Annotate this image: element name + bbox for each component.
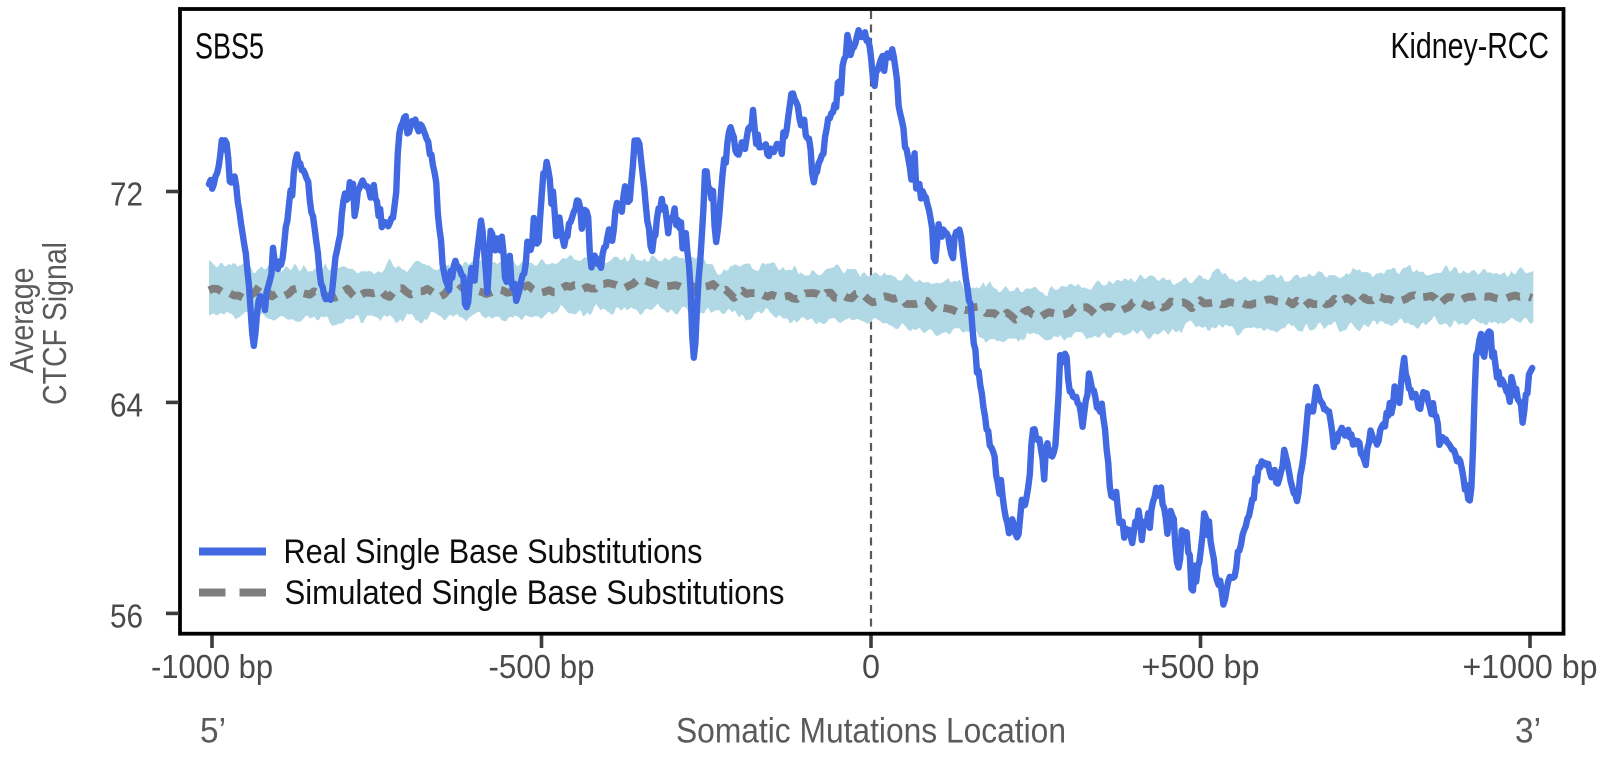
svg-text:3’: 3’	[1515, 712, 1541, 751]
svg-text:Kidney-RCC: Kidney-RCC	[1391, 25, 1550, 66]
svg-text:Simulated Single Base Substitu: Simulated Single Base Substitutions	[285, 574, 785, 612]
svg-text:5’: 5’	[200, 712, 226, 751]
svg-text:64: 64	[110, 388, 143, 425]
svg-text:+1000 bp: +1000 bp	[1463, 649, 1598, 686]
svg-text:72: 72	[110, 177, 143, 214]
svg-text:SBS5: SBS5	[195, 26, 264, 67]
svg-text:56: 56	[110, 599, 143, 636]
svg-text:CTCF Signal: CTCF Signal	[37, 242, 74, 405]
svg-text:Real Single Base Substitutions: Real Single Base Substitutions	[284, 533, 703, 571]
svg-text:-500 bp: -500 bp	[489, 649, 595, 686]
svg-text:0: 0	[862, 649, 880, 686]
svg-text:+500 bp: +500 bp	[1142, 649, 1260, 686]
svg-text:-1000 bp: -1000 bp	[151, 649, 273, 686]
svg-text:Average: Average	[4, 268, 41, 374]
svg-text:Somatic Mutations Location: Somatic Mutations Location	[676, 712, 1066, 751]
